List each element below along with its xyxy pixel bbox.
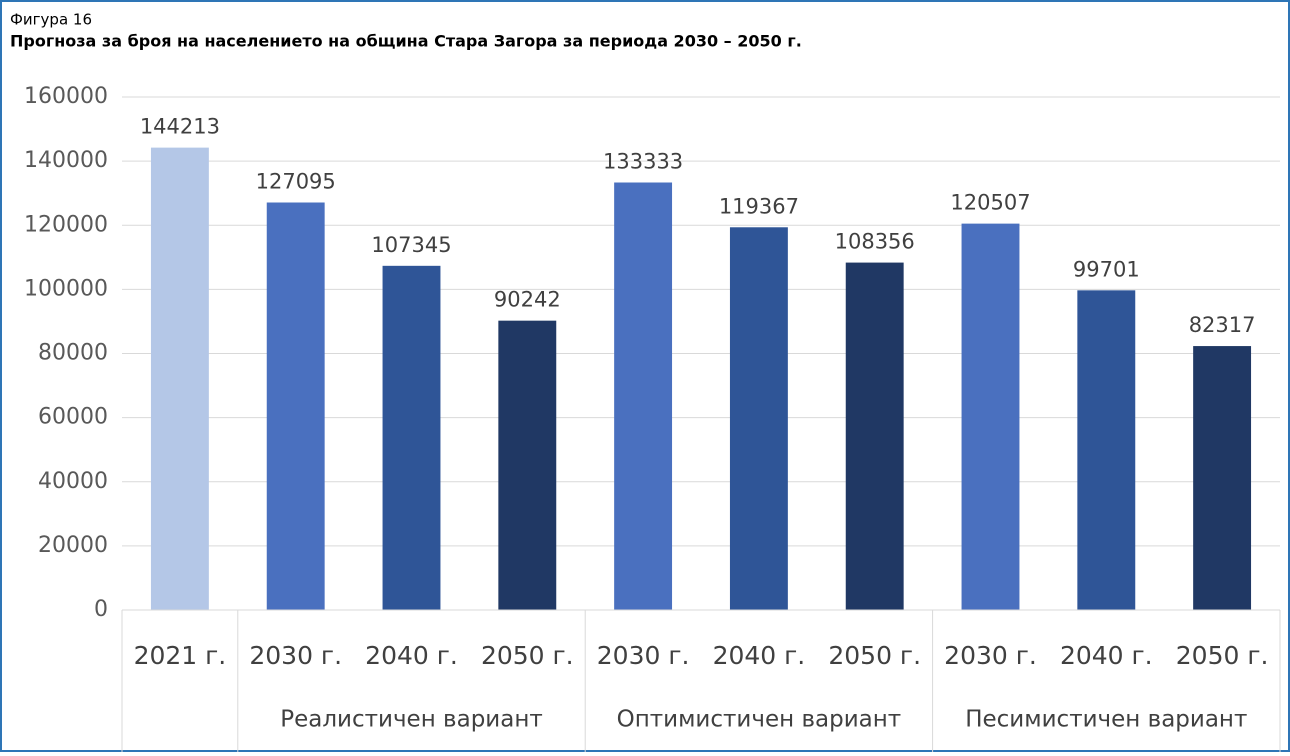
x-tick-label: 2030 г. bbox=[597, 641, 690, 670]
bar bbox=[150, 147, 209, 610]
bar bbox=[1193, 346, 1252, 610]
group-label: Реалистичен вариант bbox=[280, 707, 543, 733]
x-tick-label: 2040 г. bbox=[713, 641, 806, 670]
bar bbox=[961, 223, 1020, 610]
data-label: 144213 bbox=[140, 115, 220, 139]
x-tick-label: 2040 г. bbox=[365, 641, 458, 670]
bar bbox=[266, 202, 325, 611]
x-tick-label: 2030 г. bbox=[249, 641, 342, 670]
data-label: 108356 bbox=[835, 230, 915, 254]
bar bbox=[614, 182, 673, 610]
y-tick-label: 160000 bbox=[24, 84, 108, 109]
y-tick-label: 140000 bbox=[24, 148, 108, 173]
x-tick-label: 2050 г. bbox=[481, 641, 574, 670]
y-tick-label: 120000 bbox=[24, 212, 108, 237]
y-tick-label: 100000 bbox=[24, 276, 108, 301]
data-label: 107345 bbox=[371, 233, 451, 257]
data-label: 127095 bbox=[256, 170, 336, 194]
x-tick-label: 2030 г. bbox=[944, 641, 1037, 670]
group-label: Песимистичен вариант bbox=[965, 707, 1247, 733]
y-tick-label: 0 bbox=[94, 597, 108, 622]
figure-label: Фигура 16 bbox=[10, 11, 92, 29]
bar bbox=[729, 227, 788, 611]
group-label: Оптимистичен вариант bbox=[617, 707, 902, 733]
data-label: 82317 bbox=[1189, 313, 1256, 337]
bar bbox=[382, 265, 441, 610]
x-tick-label: 2040 г. bbox=[1060, 641, 1153, 670]
y-tick-label: 40000 bbox=[38, 469, 108, 494]
bar bbox=[1077, 290, 1136, 610]
bar bbox=[845, 262, 904, 610]
x-tick-label: 2050 г. bbox=[1176, 641, 1269, 670]
data-label: 99701 bbox=[1073, 257, 1140, 281]
data-label: 90242 bbox=[494, 288, 561, 312]
data-label: 133333 bbox=[603, 150, 683, 174]
bar bbox=[498, 320, 557, 610]
y-tick-label: 80000 bbox=[38, 341, 108, 366]
chart-title: Прогноза за броя на населението на общин… bbox=[10, 32, 802, 51]
x-tick-label: 2050 г. bbox=[828, 641, 921, 670]
y-tick-label: 20000 bbox=[38, 533, 108, 558]
data-label: 120507 bbox=[950, 191, 1030, 215]
data-label: 119367 bbox=[719, 194, 799, 218]
x-tick-label: 2021 г. bbox=[134, 641, 227, 670]
y-tick-label: 60000 bbox=[38, 405, 108, 430]
